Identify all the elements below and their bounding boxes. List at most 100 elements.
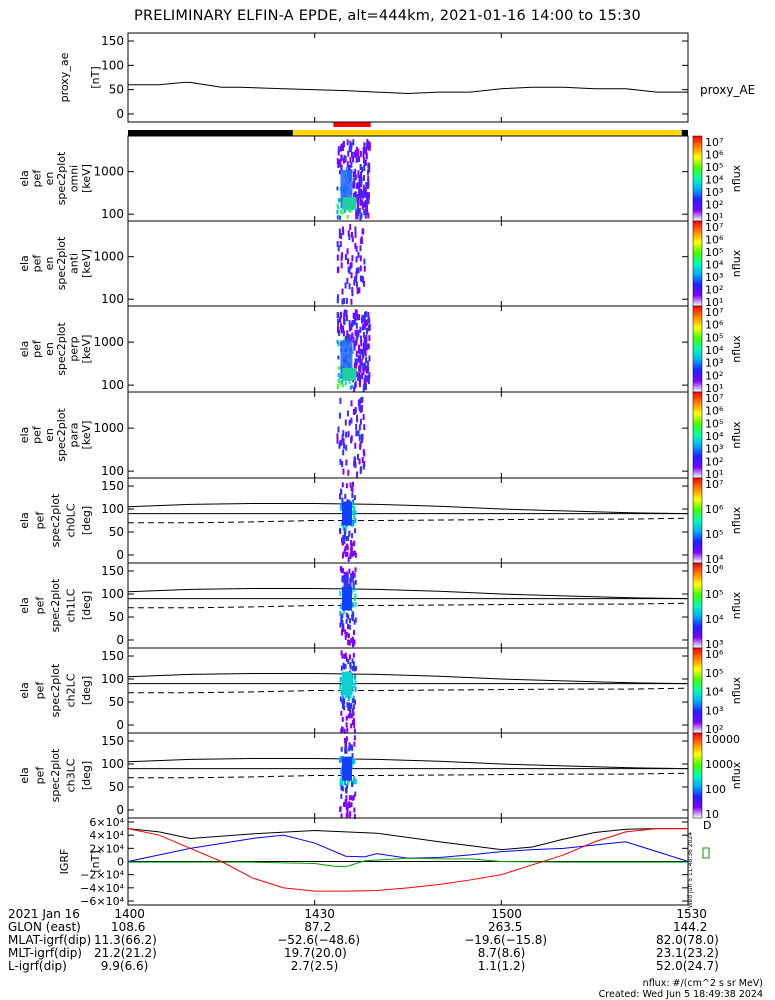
y-tick-label: 0 — [116, 718, 124, 732]
spectrogram-pixel — [363, 450, 366, 457]
y-axis-label: ela — [18, 255, 31, 272]
pitch-angle-pixel — [352, 652, 355, 658]
pitch-angle-pixel — [345, 618, 348, 624]
pitch-angle-pixel — [344, 634, 347, 640]
spectrogram-pixel — [336, 186, 339, 191]
colorbar-tick-label: 10¹ — [705, 382, 723, 395]
y-axis-label: perp — [68, 336, 81, 361]
spectrogram-pixel — [358, 177, 361, 184]
spectrogram-pixel — [342, 468, 345, 475]
spectrogram-pixel — [353, 192, 356, 199]
y-axis-label: ela — [18, 170, 31, 187]
pitch-angle-pixel — [349, 710, 352, 716]
y-axis-label: [nT] — [89, 66, 102, 88]
y-tick-label: −4×10⁴ — [80, 882, 124, 895]
pitch-angle-pixel — [349, 664, 352, 670]
pitch-angle-pixel — [352, 661, 355, 667]
pitch-angle-pixel — [344, 787, 347, 793]
pitch-angle-pixel — [341, 653, 344, 659]
spectrogram-pixel — [360, 188, 363, 195]
spectrogram-pixel — [360, 359, 363, 366]
pitch-angle-pixel — [344, 525, 347, 531]
colorbar-tick-label: 10⁶ — [705, 405, 724, 418]
spectrogram-pixel — [345, 167, 348, 172]
panel-frame — [127, 32, 689, 123]
pitch-angle-pixel — [350, 485, 353, 491]
pitch-angle-pixel — [344, 652, 347, 658]
spectrogram-pixel — [337, 294, 340, 301]
pitch-angle-pixel — [340, 521, 343, 527]
spectrogram-pixel — [338, 215, 341, 220]
spectrogram-pixel — [337, 245, 340, 252]
spectrogram-pixel — [345, 297, 348, 304]
pitch-angle-pixel — [349, 703, 352, 709]
pitch-angle-pixel — [341, 716, 344, 722]
spectrogram-pixel — [338, 228, 341, 235]
pitch-angle-pixel — [345, 736, 348, 742]
spectrogram-pixel — [346, 277, 349, 284]
pitch-angle-pixel — [344, 545, 347, 551]
pitch-angle-pixel — [343, 571, 346, 577]
anti-loss-cone-curve — [128, 687, 689, 694]
pitch-angle-pixel — [339, 806, 342, 812]
spectrogram-core — [342, 197, 357, 210]
spectrogram-pixel — [336, 385, 339, 390]
spectrogram-pixel — [347, 431, 350, 438]
pitch-angle-pixel — [354, 517, 357, 523]
pitch-angle-pixel — [352, 580, 355, 586]
spectrogram-pixel — [351, 236, 354, 243]
spectrogram-pixel — [365, 334, 368, 341]
spectrogram-pixel — [366, 169, 369, 176]
spectrogram-pixel — [337, 318, 340, 325]
igrf-component-line — [127, 828, 688, 851]
pitch-angle-pixel — [354, 510, 357, 516]
igrf-component-line — [127, 828, 688, 892]
y-axis-label: pef — [34, 766, 47, 785]
ephemeris-value: 23.1(23.2) — [656, 946, 719, 960]
spectrogram-pixel — [340, 154, 343, 161]
colorbar-tick-label: 10⁶ — [705, 319, 724, 332]
spectrogram-pixel — [362, 331, 365, 338]
spectrogram-pixel — [361, 373, 364, 380]
colorbar-tick-label: 10² — [705, 455, 723, 468]
pitch-angle-pixel — [353, 779, 356, 785]
pitch-angle-pixel — [341, 726, 344, 732]
spectrogram-pixel — [355, 245, 358, 252]
colorbar-tick-label: 10⁷ — [705, 392, 723, 405]
colorbar-tick-label: 10⁴ — [705, 686, 724, 699]
spectrogram-pixel — [349, 146, 352, 153]
spectrogram-pixel — [343, 337, 346, 342]
pitch-angle-pixel — [351, 674, 354, 680]
spectrogram-pixel — [359, 275, 362, 282]
spectrogram-pixel — [357, 347, 360, 354]
y-axis-label: pef — [34, 596, 47, 615]
pitch-angle-pixel — [347, 623, 350, 629]
spectrogram-pixel — [358, 287, 361, 294]
spectrogram-pixel — [360, 171, 363, 178]
pitch-angle-pixel — [348, 530, 351, 536]
spectrogram-pixel — [363, 377, 366, 384]
pitch-angle-pixel — [342, 535, 345, 541]
spectrogram-pixel — [355, 430, 358, 437]
spectrogram-pixel — [341, 288, 344, 295]
pitch-angle-pixel — [346, 811, 349, 817]
spectrogram-pixel — [362, 347, 365, 354]
spectrogram-pixel — [356, 453, 359, 460]
spectrogram-pixel — [349, 208, 352, 213]
spectrogram-pixel — [354, 168, 357, 175]
ephemeris-value: 87.2 — [304, 920, 332, 934]
spectrogram-pixel — [343, 313, 346, 320]
spectrogram-pixel — [338, 374, 341, 379]
ephemeris-value: 11.3(66.2) — [94, 933, 157, 947]
spectrogram-pixel — [360, 466, 363, 473]
spectrogram-pixel — [340, 311, 343, 318]
y-tick-label: −6×10⁴ — [80, 895, 124, 908]
colorbar-tick-label: 10⁷ — [705, 306, 723, 319]
colorbar-tick-label: 10⁶ — [705, 149, 724, 162]
pitch-angle-pixel — [354, 617, 357, 623]
pitch-angle-core — [342, 671, 353, 696]
pitch-angle-pixel — [343, 527, 346, 533]
pitch-angle-pixel — [339, 494, 342, 500]
spectrogram-pixel — [338, 198, 341, 203]
pitch-angle-pixel — [354, 699, 357, 705]
